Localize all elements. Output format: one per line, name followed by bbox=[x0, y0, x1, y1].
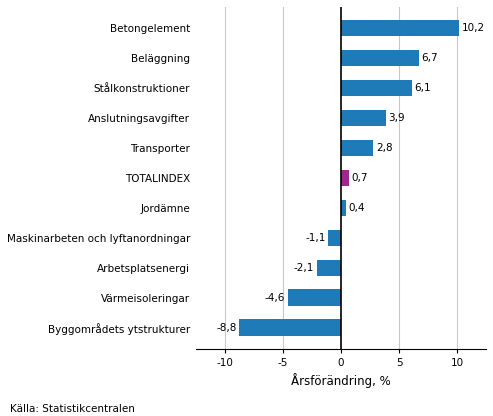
Bar bbox=[341, 170, 349, 186]
Text: -1,1: -1,1 bbox=[306, 233, 326, 243]
Bar bbox=[341, 140, 374, 156]
Text: 3,9: 3,9 bbox=[388, 113, 405, 123]
Bar bbox=[341, 50, 419, 66]
Bar bbox=[328, 230, 341, 246]
Text: 0,4: 0,4 bbox=[348, 203, 364, 213]
Bar bbox=[341, 200, 346, 216]
Bar bbox=[317, 260, 341, 276]
Text: -4,6: -4,6 bbox=[265, 293, 285, 303]
Text: 6,1: 6,1 bbox=[414, 83, 431, 93]
Text: 6,7: 6,7 bbox=[421, 53, 438, 63]
Bar bbox=[341, 110, 386, 126]
Text: 10,2: 10,2 bbox=[461, 23, 485, 33]
X-axis label: Årsförändring, %: Årsförändring, % bbox=[291, 373, 391, 388]
Text: Källa: Statistikcentralen: Källa: Statistikcentralen bbox=[10, 404, 135, 414]
Text: -2,1: -2,1 bbox=[294, 263, 314, 273]
Bar bbox=[341, 79, 412, 96]
Bar bbox=[239, 319, 341, 336]
Text: 0,7: 0,7 bbox=[352, 173, 368, 183]
Text: 2,8: 2,8 bbox=[376, 143, 392, 153]
Text: -8,8: -8,8 bbox=[216, 323, 237, 333]
Bar bbox=[341, 20, 459, 36]
Bar bbox=[287, 290, 341, 306]
